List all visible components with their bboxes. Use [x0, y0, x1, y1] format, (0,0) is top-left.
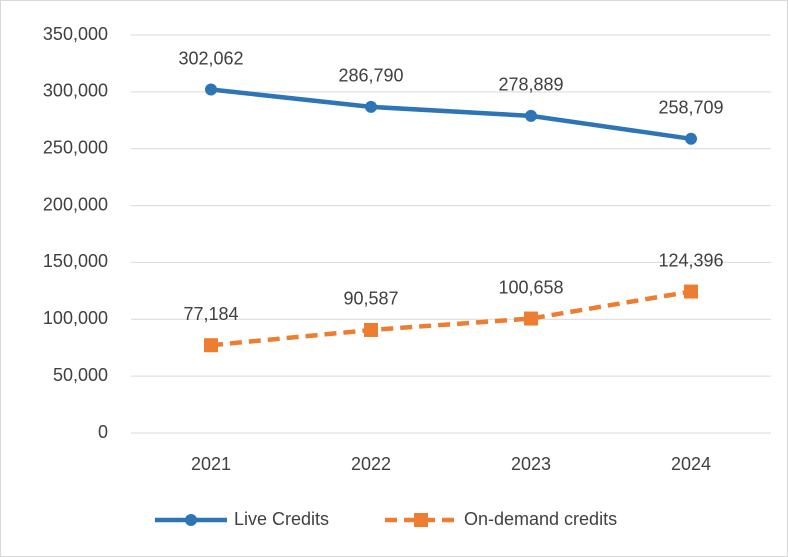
x-tick-label: 2021	[191, 454, 231, 474]
data-label: 278,889	[498, 75, 563, 95]
y-tick-label: 100,000	[43, 308, 108, 328]
legend-marker	[185, 514, 197, 526]
data-point	[525, 109, 537, 122]
data-point	[524, 311, 538, 326]
data-point	[685, 132, 697, 145]
data-point	[204, 338, 218, 353]
y-tick-label: 0	[98, 422, 108, 442]
data-point	[364, 322, 378, 337]
data-point	[205, 83, 217, 96]
x-tick-label: 2024	[671, 454, 711, 474]
series-line	[210, 289, 692, 348]
series-line	[208, 87, 694, 142]
y-tick-label: 300,000	[43, 81, 108, 101]
data-label: 90,587	[343, 289, 398, 309]
data-label: 77,184	[183, 304, 238, 324]
x-tick-label: 2022	[351, 454, 391, 474]
legend-marker	[414, 513, 428, 527]
data-label: 286,790	[338, 66, 403, 86]
y-tick-label: 350,000	[43, 24, 108, 44]
y-tick-label: 50,000	[53, 365, 108, 385]
data-point	[365, 100, 377, 113]
y-tick-label: 200,000	[43, 194, 108, 214]
data-label: 302,062	[178, 48, 243, 68]
y-tick-label: 150,000	[43, 251, 108, 271]
x-tick-label: 2023	[511, 454, 551, 474]
data-label: 258,709	[658, 98, 723, 118]
data-point	[684, 284, 698, 299]
legend-label: On-demand credits	[464, 509, 617, 529]
data-label: 124,396	[658, 250, 723, 270]
legend-label: Live Credits	[234, 509, 329, 529]
data-label: 100,658	[498, 277, 563, 297]
y-tick-label: 250,000	[43, 137, 108, 157]
